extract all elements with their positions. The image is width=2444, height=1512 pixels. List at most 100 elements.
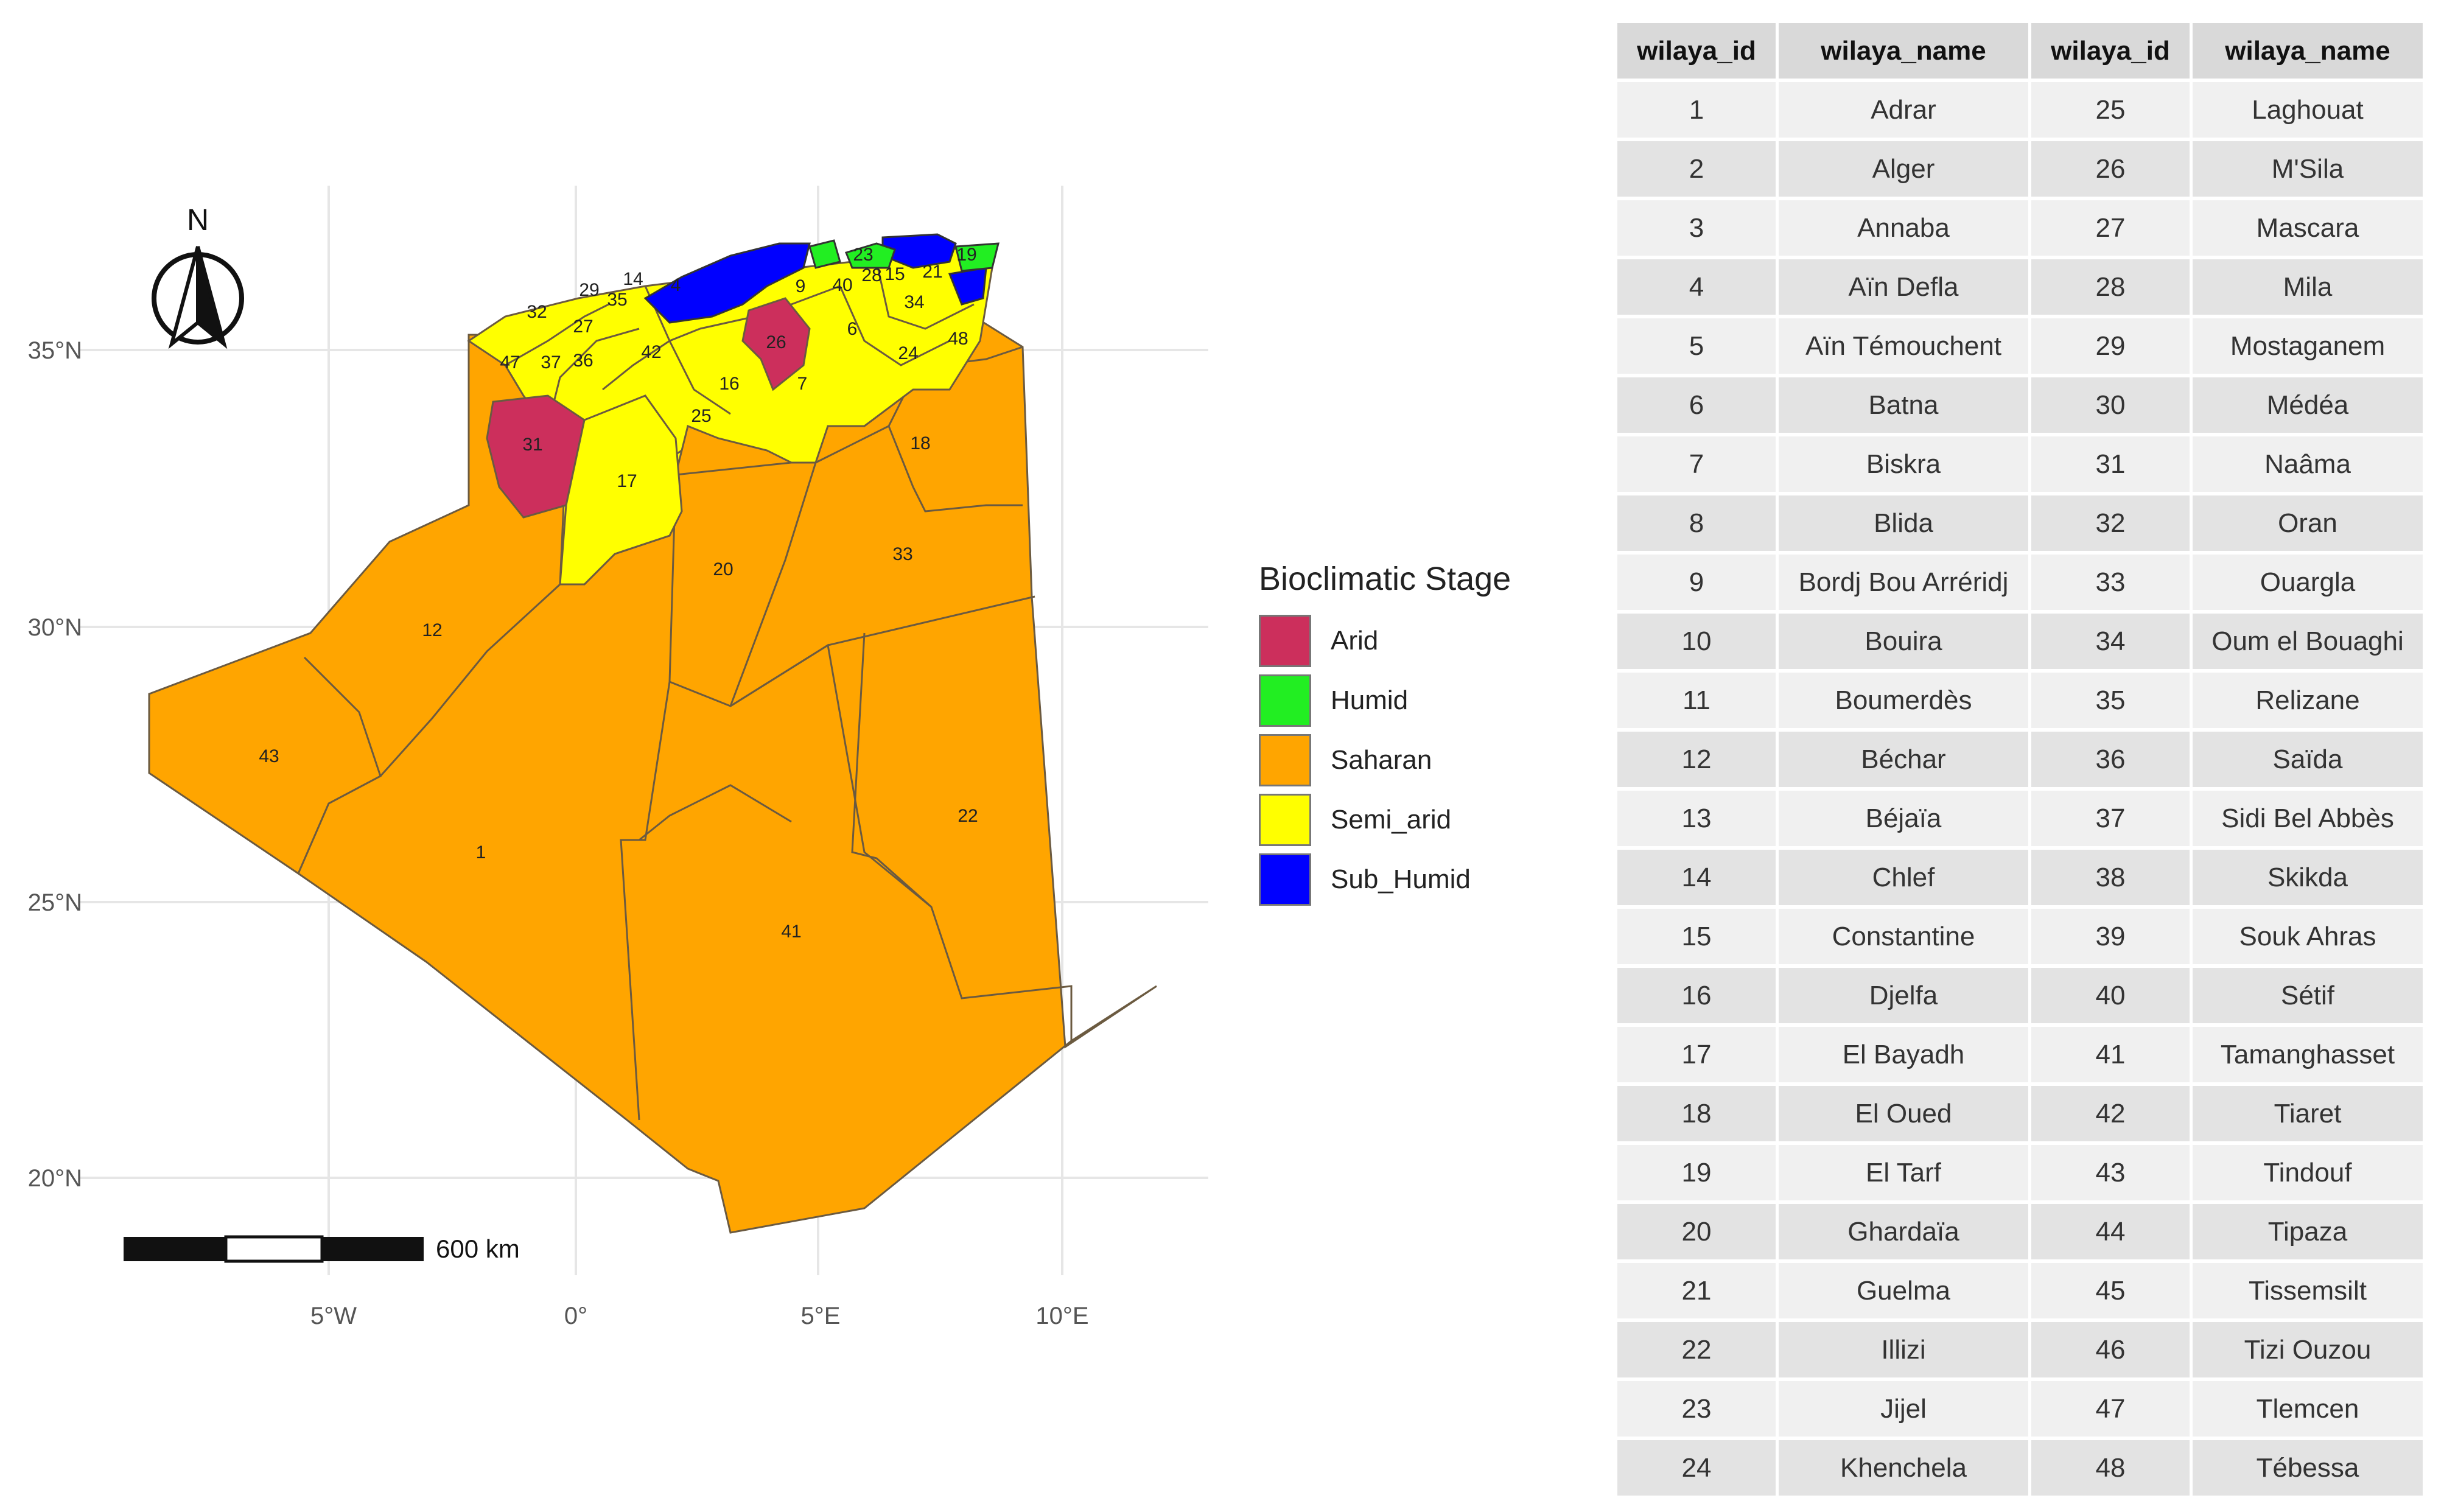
region-humid-east	[844, 242, 896, 269]
region-label: 32	[527, 302, 547, 322]
table-cell: 43	[2031, 1145, 2190, 1200]
table-row: 1 Adrar 25 Laghouat	[1617, 82, 2423, 138]
region-label: 21	[922, 262, 942, 282]
region-label: 37	[541, 352, 561, 373]
table-cell: Skikda	[2193, 850, 2423, 905]
table-cell: Oum el Bouaghi	[2193, 614, 2423, 669]
table-cell: Illizi	[1779, 1322, 2028, 1377]
axis-x-labels: 5°W 0° 5°E 10°E	[310, 1303, 1089, 1329]
wilaya-table-panel: wilaya_id wilaya_name wilaya_id wilaya_n…	[1614, 19, 2426, 1499]
axis-x-label: 10°E	[1035, 1303, 1088, 1329]
axis-y-label: 30°N	[28, 614, 82, 641]
table-cell: El Oued	[1779, 1086, 2028, 1141]
legend-title: Bioclimatic Stage	[1259, 561, 1511, 597]
region-label: 31	[522, 435, 542, 455]
table-cell: Aïn Témouchent	[1779, 318, 2028, 374]
table-row: 5 Aïn Témouchent 29 Mostaganem	[1617, 318, 2423, 374]
table-cell: Biskra	[1779, 436, 2028, 492]
region-label: 1	[476, 842, 486, 863]
table-cell: 33	[2031, 555, 2190, 610]
table-cell: Souk Ahras	[2193, 909, 2423, 964]
table-row: 2 Alger 26 M'Sila	[1617, 141, 2423, 197]
axis-y-labels: 35°N 30°N 25°N 20°N	[28, 337, 82, 1192]
legend-label: Semi_arid	[1331, 805, 1452, 835]
table-cell: 40	[2031, 968, 2190, 1023]
table-cell: 31	[2031, 436, 2190, 492]
region-label: 36	[573, 351, 593, 371]
table-cell: Béchar	[1779, 732, 2028, 787]
table-cell: Tiaret	[2193, 1086, 2423, 1141]
table-cell: Tissemsilt	[2193, 1263, 2423, 1318]
table-cell: Batna	[1779, 377, 2028, 433]
table-cell: Sétif	[2193, 968, 2423, 1023]
legend-swatch-saharan	[1259, 734, 1311, 786]
region-label: 4	[671, 275, 681, 295]
region-label: 20	[713, 559, 733, 579]
table-cell: 46	[2031, 1322, 2190, 1377]
table-row: 18 El Oued 42 Tiaret	[1617, 1086, 2423, 1141]
table-cell: Sidi Bel Abbès	[2193, 791, 2423, 846]
region-label: 22	[958, 806, 978, 826]
table-cell: Alger	[1779, 141, 2028, 197]
column-header-wilaya-name: wilaya_name	[1779, 23, 2028, 79]
table-row: 24 Khenchela 48 Tébessa	[1617, 1440, 2423, 1496]
table-cell: 34	[2031, 614, 2190, 669]
region-label: 12	[422, 620, 442, 640]
legend-item: Semi_arid	[1259, 790, 1575, 850]
table-cell: Naâma	[2193, 436, 2423, 492]
legend-swatch-arid	[1259, 615, 1311, 667]
region-label: 34	[904, 292, 924, 312]
table-cell: Tindouf	[2193, 1145, 2423, 1200]
table-row: 15 Constantine 39 Souk Ahras	[1617, 909, 2423, 964]
axis-y-label: 25°N	[28, 889, 82, 916]
table-cell: 23	[1617, 1381, 1776, 1437]
region-sub-humid-area	[643, 242, 811, 324]
column-header-wilaya-name-2: wilaya_name	[2193, 23, 2423, 79]
region-label: 42	[641, 342, 661, 362]
table-cell: Bouira	[1779, 614, 2028, 669]
table-cell: 18	[1617, 1086, 1776, 1141]
table-cell: 13	[1617, 791, 1776, 846]
region-label: 40	[832, 275, 852, 295]
table-cell: 44	[2031, 1204, 2190, 1259]
table-cell: 48	[2031, 1440, 2190, 1496]
wilaya-table: wilaya_id wilaya_name wilaya_id wilaya_n…	[1614, 19, 2426, 1499]
table-cell: El Tarf	[1779, 1145, 2028, 1200]
table-cell: 16	[1617, 968, 1776, 1023]
map-panel: 1 4 6 7 9 12 14 15 16 17 18 19 20 21 22 …	[28, 186, 1511, 1329]
table-cell: Aïn Defla	[1779, 259, 2028, 315]
table-row: 10 Bouira 34 Oum el Bouaghi	[1617, 614, 2423, 669]
table-cell: 19	[1617, 1145, 1776, 1200]
legend-item: Saharan	[1259, 730, 1575, 790]
region-label: 41	[781, 922, 801, 942]
table-cell: Tamanghasset	[2193, 1027, 2423, 1082]
table-cell: 14	[1617, 850, 1776, 905]
region-label: 35	[607, 290, 627, 310]
table-cell: 22	[1617, 1322, 1776, 1377]
table-cell: 6	[1617, 377, 1776, 433]
table-cell: 30	[2031, 377, 2190, 433]
table-cell: Médéa	[2193, 377, 2423, 433]
table-cell: Bordj Bou Arréridj	[1779, 555, 2028, 610]
axis-x-label: 0°	[564, 1303, 587, 1329]
region-label: 27	[573, 317, 593, 337]
table-cell: 4	[1617, 259, 1776, 315]
region-label: 16	[719, 374, 739, 394]
table-row: 8 Blida 32 Oran	[1617, 495, 2423, 551]
region-humid-area	[808, 239, 841, 269]
table-row: 20 Ghardaïa 44 Tipaza	[1617, 1204, 2423, 1259]
table-row: 23 Jijel 47 Tlemcen	[1617, 1381, 2423, 1437]
table-row: 19 El Tarf 43 Tindouf	[1617, 1145, 2423, 1200]
table-row: 17 El Bayadh 41 Tamanghasset	[1617, 1027, 2423, 1082]
table-cell: 39	[2031, 909, 2190, 964]
table-cell: 20	[1617, 1204, 1776, 1259]
table-cell: 24	[1617, 1440, 1776, 1496]
region-label: 14	[623, 269, 643, 289]
table-cell: 9	[1617, 555, 1776, 610]
region-label: 29	[579, 280, 599, 300]
table-row: 7 Biskra 31 Naâma	[1617, 436, 2423, 492]
region-label: 43	[259, 746, 279, 766]
table-cell: 1	[1617, 82, 1776, 138]
region-label: 18	[910, 433, 930, 453]
table-cell: 26	[2031, 141, 2190, 197]
